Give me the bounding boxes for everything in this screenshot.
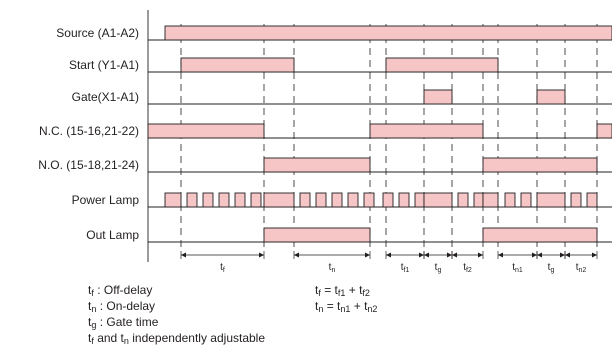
legend-tn-equation: tn = tn1 + tn2 (315, 299, 378, 314)
dimension-tn: tn (293, 251, 371, 274)
legend-adjustable: tf and tn independently adjustable (88, 331, 266, 346)
signal-row-out-lamp: Out Lamp (86, 227, 612, 243)
arrow-right-icon (259, 252, 264, 258)
signal-pulse (382, 192, 394, 208)
signal-pulse (202, 192, 214, 208)
dimension-label: tn1 (512, 262, 523, 274)
signal-pulse (263, 192, 295, 208)
signal-label: Source (A1-A2) (56, 26, 139, 40)
signal-pulse (457, 192, 469, 208)
signal-row-start: Start (Y1-A1) (69, 57, 612, 73)
arrow-right-icon (478, 252, 483, 258)
arrow-left-icon (294, 252, 299, 258)
dimension-label: tg (435, 262, 442, 274)
signal-pulse (504, 192, 516, 208)
arrow-left-icon (424, 252, 429, 258)
signal-row-nc: N.C. (15-16,21-22) (39, 123, 612, 139)
signal-pulse (234, 192, 246, 208)
signal-label: N.O. (15-18,21-24) (38, 158, 139, 172)
dimension-tf1: tf1 (385, 251, 425, 274)
signal-row-power-lamp: Power Lamp (72, 192, 612, 208)
signal-pulse (473, 192, 484, 208)
signal-pulse (536, 192, 566, 208)
signal-pulse (186, 192, 198, 208)
signal-pulse (570, 192, 582, 208)
dimension-tn2: tn2 (564, 251, 598, 274)
signal-pulse (414, 192, 425, 208)
dimension-label: tf1 (401, 262, 410, 274)
signal-row-no: N.O. (15-18,21-24) (38, 157, 612, 173)
dimension-tf2: tf2 (451, 251, 484, 274)
arrow-right-icon (560, 252, 565, 258)
arrow-left-icon (537, 252, 542, 258)
signal-label: Out Lamp (86, 228, 139, 242)
arrow-right-icon (447, 252, 452, 258)
signal-pulse (147, 123, 265, 139)
signal-pulse (331, 192, 343, 208)
signal-pulse (482, 227, 598, 243)
signal-pulse (164, 25, 612, 41)
signal-pulse (263, 157, 371, 173)
signal-rows: Source (A1-A2) Start (Y1-A1) Gate(X1-A1) N.… (38, 25, 612, 243)
dimension-tg: tg (423, 251, 453, 274)
arrow-right-icon (532, 252, 537, 258)
dimension-label: tg (548, 262, 555, 274)
signal-pulse (520, 192, 532, 208)
signal-label: Start (Y1-A1) (69, 58, 139, 72)
dimension-label: tn2 (576, 262, 587, 274)
legend-gate-time: tg : Gate time (88, 315, 159, 330)
signal-pulse (164, 192, 182, 208)
signal-pulse (482, 192, 499, 208)
signal-pulse (423, 89, 453, 105)
signal-pulse (263, 227, 371, 243)
dimension-label: tn (329, 262, 336, 274)
signal-pulse (347, 192, 359, 208)
signal-label: N.C. (15-16,21-22) (39, 124, 139, 138)
signal-label: Gate(X1-A1) (72, 90, 139, 104)
signal-pulse (482, 157, 598, 173)
arrow-left-icon (498, 252, 503, 258)
legend-tf-equation: tf = tf1 + tf2 (315, 283, 370, 298)
signal-row-source: Source (A1-A2) (56, 25, 612, 41)
duration-dimensions: tf tn tf1 tg tf2 tn1 tg tn2 (180, 251, 598, 274)
arrow-left-icon (386, 252, 391, 258)
signal-pulse (536, 89, 566, 105)
signal-pulse (369, 123, 484, 139)
signal-pulse (299, 192, 311, 208)
arrow-right-icon (419, 252, 424, 258)
signal-pulse (596, 123, 612, 139)
signal-pulse (586, 192, 598, 208)
arrow-right-icon (365, 252, 370, 258)
signal-label: Power Lamp (72, 193, 140, 207)
dimension-label: tf2 (463, 262, 472, 274)
dimension-tf: tf (180, 251, 265, 274)
arrow-right-icon (592, 252, 597, 258)
signal-pulse (180, 57, 295, 73)
signal-pulse (385, 57, 499, 73)
dimension-tg: tg (536, 251, 566, 274)
dimension-tn1: tn1 (497, 251, 538, 274)
arrow-left-icon (452, 252, 457, 258)
signal-pulse (315, 192, 327, 208)
arrow-left-icon (181, 252, 186, 258)
signal-pulse (363, 192, 375, 208)
signal-pulse (423, 192, 453, 208)
signal-row-gate: Gate(X1-A1) (72, 89, 612, 105)
arrow-left-icon (565, 252, 570, 258)
legend-off-delay: tf : Off-delay (88, 283, 153, 298)
signal-pulse (250, 192, 262, 208)
signal-pulse (398, 192, 410, 208)
legend-on-delay: tn : On-delay (88, 299, 156, 314)
signal-pulse (218, 192, 230, 208)
dimension-label: tf (220, 262, 225, 274)
